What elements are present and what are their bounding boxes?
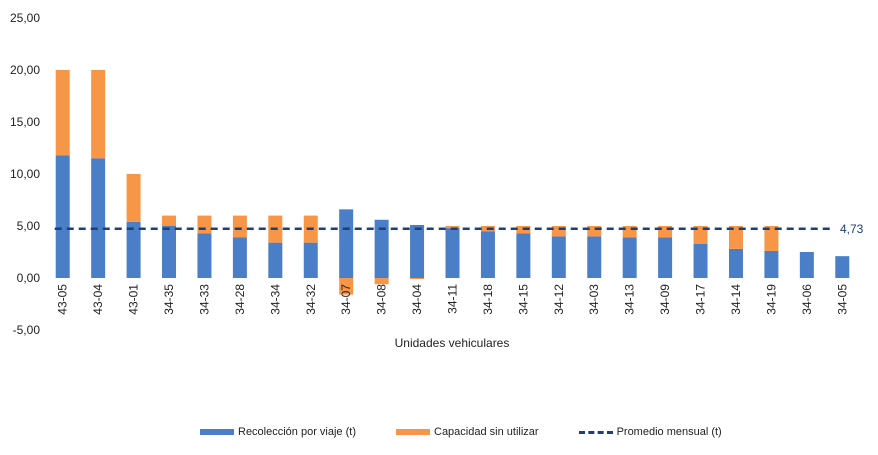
x-tick-label: 34-05 <box>835 284 849 315</box>
bar-recoleccion <box>764 250 779 278</box>
bar-capacidad <box>622 226 637 238</box>
average-line-group: 4,73 <box>54 222 864 236</box>
bar-capacidad <box>410 278 425 280</box>
bar-capacidad <box>693 226 708 244</box>
x-tick-label: 34-13 <box>623 284 637 315</box>
bar-recoleccion <box>445 228 460 278</box>
legend-item-capacidad: Capacidad sin utilizar <box>396 426 539 438</box>
x-tick-label: 34-35 <box>162 284 176 315</box>
y-tick-label: 15,00 <box>10 115 40 129</box>
bar-recoleccion <box>410 224 425 278</box>
x-tick-label: 34-15 <box>516 284 530 315</box>
bar-capacidad <box>374 278 389 285</box>
x-tick-label: 34-07 <box>339 284 353 315</box>
bar-capacidad <box>445 226 460 229</box>
bar-capacidad <box>764 226 779 251</box>
legend-swatch-recoleccion <box>200 429 234 435</box>
x-tick-label: 34-19 <box>764 284 778 315</box>
bar-capacidad <box>197 215 212 234</box>
x-tick-label: 43-01 <box>127 284 141 315</box>
x-tick-label: 34-28 <box>233 284 247 315</box>
y-tick-label: 0,00 <box>17 271 41 285</box>
bar-capacidad <box>728 226 743 249</box>
legend-swatch-promedio <box>578 430 613 434</box>
x-tick-label: 34-12 <box>552 284 566 315</box>
bar-recoleccion <box>374 219 389 278</box>
bar-recoleccion <box>799 252 814 278</box>
legend: Recolección por viaje (t) Capacidad sin … <box>200 426 722 438</box>
bar-recoleccion <box>658 237 673 278</box>
bar-capacidad <box>55 70 70 156</box>
bar-recoleccion <box>728 248 743 278</box>
x-tick-label: 43-04 <box>91 284 105 315</box>
bar-capacidad <box>232 215 247 238</box>
x-tick-label: 43-05 <box>56 284 70 315</box>
x-tick-label: 34-32 <box>304 284 318 315</box>
y-tick-label: 20,00 <box>10 63 40 77</box>
y-tick-label: 25,00 <box>10 11 40 25</box>
x-tick-label: 34-08 <box>375 284 389 315</box>
bar-capacidad <box>126 174 141 222</box>
x-tick-label: 34-18 <box>481 284 495 315</box>
bar-recoleccion <box>55 155 70 278</box>
bar-recoleccion <box>516 233 531 278</box>
y-tick-label: 5,00 <box>17 219 41 233</box>
bar-capacidad <box>91 70 106 159</box>
x-tick-label: 34-14 <box>729 284 743 315</box>
bar-recoleccion <box>162 226 177 278</box>
x-tick-label: 34-06 <box>800 284 814 315</box>
legend-swatch-capacidad <box>396 429 430 435</box>
bar-recoleccion <box>835 256 850 278</box>
bar-capacidad <box>658 226 673 238</box>
x-axis-title: Unidades vehiculares <box>395 336 510 350</box>
x-tick-label: 34-09 <box>658 284 672 315</box>
average-line-label: 4,73 <box>840 222 864 236</box>
x-tick-label: 34-04 <box>410 284 424 315</box>
x-tick-label: 34-34 <box>268 284 282 315</box>
legend-item-promedio: Promedio mensual (t) <box>578 426 722 438</box>
bar-capacidad <box>551 226 566 237</box>
y-tick-label: -5,00 <box>13 323 41 337</box>
bars <box>55 70 850 295</box>
bar-recoleccion <box>551 236 566 278</box>
bar-recoleccion <box>303 242 318 278</box>
legend-label-capacidad: Capacidad sin utilizar <box>434 426 539 438</box>
bar-capacidad <box>162 215 177 226</box>
bar-recoleccion <box>480 231 495 278</box>
bar-capacidad <box>587 226 602 237</box>
x-tick-label: 34-11 <box>446 284 460 314</box>
x-axis: 43-05 43-04 43-01 34-35 34-33 34-28 34-34 34-32… <box>56 284 850 315</box>
y-tick-label: 10,00 <box>10 167 40 181</box>
x-tick-label: 34-17 <box>694 284 708 315</box>
bar-recoleccion <box>232 237 247 278</box>
bar-recoleccion <box>622 237 637 278</box>
x-tick-label: 34-03 <box>587 284 601 315</box>
bar-capacidad <box>339 278 354 295</box>
x-tick-label: 34-33 <box>197 284 211 315</box>
bar-recoleccion <box>197 233 212 278</box>
legend-item-recoleccion: Recolección por viaje (t) <box>200 426 356 438</box>
bar-recoleccion <box>587 236 602 278</box>
bar-recoleccion <box>91 158 106 278</box>
legend-label-recoleccion: Recolección por viaje (t) <box>238 426 356 438</box>
bar-recoleccion <box>693 243 708 278</box>
bar-recoleccion <box>268 242 283 278</box>
stacked-bar-chart: -5,00 0,00 5,00 10,00 15,00 20,00 25,00 4,73 4… <box>10 11 864 350</box>
bar-recoleccion <box>126 221 141 278</box>
bar-recoleccion <box>339 209 354 278</box>
legend-label-promedio: Promedio mensual (t) <box>616 426 722 438</box>
y-axis: -5,00 0,00 5,00 10,00 15,00 20,00 25,00 <box>10 11 40 337</box>
